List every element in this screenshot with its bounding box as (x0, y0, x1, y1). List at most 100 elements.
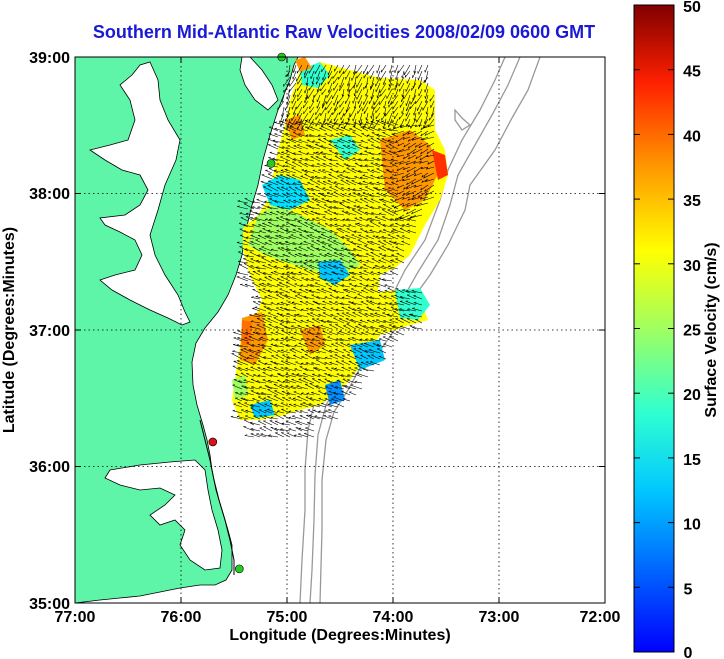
velocity-arrow (264, 296, 273, 300)
velocity-arrow-head (310, 253, 313, 255)
velocity-arrow (412, 70, 417, 79)
velocity-arrow (249, 314, 261, 318)
velocity-arrow (314, 282, 327, 288)
velocity-arrow (288, 122, 297, 126)
velocity-arrow (321, 403, 333, 408)
velocity-arrow-head (294, 260, 297, 263)
velocity-arrow (399, 100, 405, 108)
velocity-arrow-head (288, 235, 291, 238)
velocity-arrow (246, 357, 255, 360)
velocity-arrow (329, 324, 339, 330)
velocity-arrow-head (394, 173, 397, 177)
velocity-arrow-head (323, 259, 327, 262)
velocity-arrow-head (352, 308, 355, 310)
velocity-arrow (261, 204, 273, 210)
velocity-arrow (290, 139, 303, 144)
velocity-arrow (366, 112, 369, 121)
velocity-arrow (383, 194, 393, 198)
velocity-arrow (285, 281, 297, 288)
velocity-arrow (232, 410, 243, 414)
velocity-arrow (420, 148, 429, 155)
velocity-arrow (402, 190, 411, 197)
velocity-arrow (329, 230, 339, 234)
velocity-arrow (402, 196, 411, 200)
velocity-arrow-head (300, 284, 303, 286)
velocity-arrow (406, 224, 417, 228)
velocity-arrow (322, 216, 333, 222)
velocity-arrow-head (273, 361, 277, 363)
colorbar-tick-label: 50 (683, 0, 701, 16)
velocity-arrow-head (346, 218, 349, 220)
velocity-arrow (372, 320, 381, 324)
velocity-arrow (419, 76, 423, 88)
velocity-arrow-head (255, 266, 259, 268)
velocity-arrow-head (403, 144, 406, 148)
velocity-arrow (270, 427, 279, 432)
velocity-arrow (344, 122, 357, 126)
velocity-arrow (342, 171, 351, 174)
velocity-arrow (270, 249, 279, 252)
velocity-arrow (350, 384, 363, 390)
velocity-arrow-head (314, 415, 317, 417)
velocity-arrow-head (262, 379, 266, 381)
velocity-arrow-head (347, 187, 351, 189)
velocity-arrow (246, 255, 255, 258)
velocity-arrow (279, 174, 291, 180)
velocity-arrow (259, 415, 267, 420)
velocity-arrow (305, 289, 315, 294)
velocity-arrow-head (328, 415, 331, 417)
velocity-arrow-head (382, 157, 386, 160)
velocity-arrow (321, 118, 327, 127)
velocity-arrow-head (310, 187, 314, 190)
velocity-arrow-head (372, 319, 375, 321)
velocity-arrow (417, 64, 423, 74)
velocity-arrow (377, 206, 387, 210)
velocity-arrow (245, 216, 255, 222)
velocity-arrow (338, 331, 351, 336)
velocity-arrow-head (340, 302, 343, 304)
velocity-arrow (387, 140, 399, 144)
velocity-arrow (340, 187, 351, 192)
velocity-arrow (329, 224, 339, 228)
velocity-arrow-head (351, 337, 355, 339)
velocity-arrow (331, 367, 339, 372)
velocity-arrow (359, 283, 369, 288)
velocity-arrow-head (383, 193, 386, 195)
velocity-arrow-head (324, 356, 328, 358)
velocity-arrow-head (245, 409, 249, 411)
velocity-arrow (242, 224, 255, 228)
velocity-arrow (263, 397, 273, 402)
velocity-arrow (407, 218, 417, 222)
velocity-arrow (336, 171, 345, 174)
velocity-arrow-head (264, 409, 267, 411)
velocity-arrow (281, 146, 291, 150)
velocity-arrow-head (363, 368, 366, 370)
velocity-arrow (364, 350, 375, 354)
velocity-arrow (277, 100, 285, 111)
velocity-arrow (340, 303, 351, 306)
velocity-arrow (291, 373, 303, 378)
velocity-arrow (277, 350, 285, 354)
velocity-arrow (403, 154, 411, 160)
velocity-arrow (257, 367, 267, 372)
velocity-arrow-head (330, 278, 333, 280)
velocity-arrow (381, 64, 387, 73)
velocity-arrow (288, 213, 297, 216)
velocity-arrow (382, 188, 393, 192)
velocity-arrow (381, 257, 393, 264)
velocity-arrow-head (344, 248, 348, 250)
velocity-arrow (414, 172, 423, 177)
velocity-arrow (352, 189, 363, 192)
velocity-arrow (352, 131, 363, 138)
velocity-arrow (284, 112, 291, 122)
velocity-arrow (277, 152, 285, 156)
velocity-arrow (296, 70, 303, 82)
velocity-arrow-head (333, 289, 336, 291)
velocity-arrow (333, 76, 339, 84)
velocity-arrow (325, 386, 333, 390)
velocity-arrow (298, 378, 309, 384)
velocity-arrow-head (244, 283, 248, 285)
velocity-arrow (342, 385, 351, 390)
velocity-arrow-head (237, 205, 240, 207)
velocity-arrow (413, 166, 423, 173)
